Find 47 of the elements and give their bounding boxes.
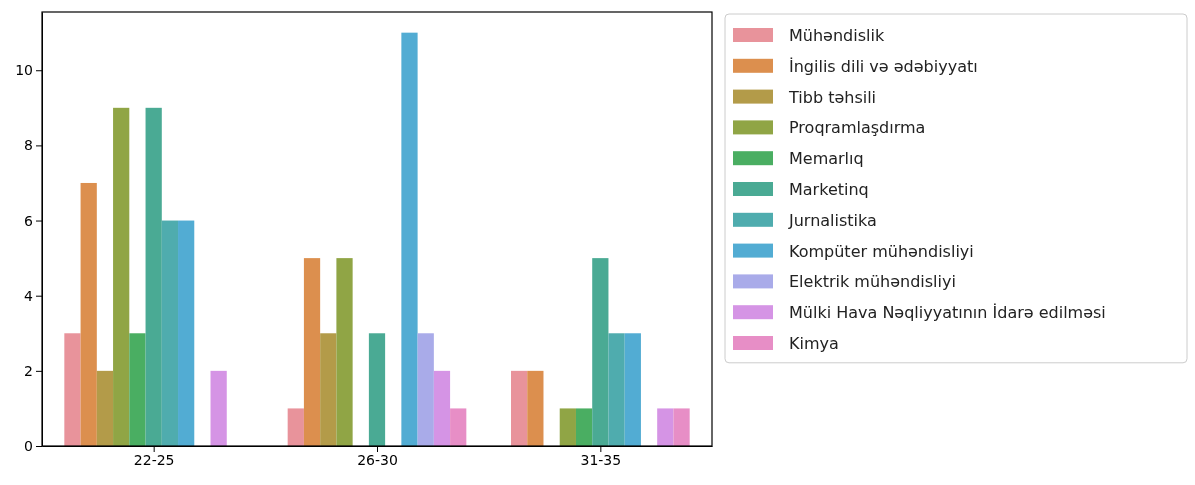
bar [210, 370, 227, 446]
bar [433, 370, 451, 446]
bar [96, 370, 114, 446]
bar [592, 258, 609, 446]
bar [64, 333, 81, 446]
x-tick-label: 31-35 [580, 451, 622, 468]
bar [303, 258, 321, 446]
legend-label: Jurnalistika [788, 210, 877, 230]
legend-label: Kimya [789, 334, 839, 353]
bar [401, 32, 418, 446]
bar [417, 333, 434, 446]
legend-label: Marketinq [789, 180, 869, 199]
bar [287, 408, 304, 446]
bar [320, 333, 337, 446]
bar [559, 408, 576, 446]
y-tick-label: 10 [15, 62, 33, 79]
bar [608, 333, 625, 446]
bar [527, 370, 544, 446]
legend-label: Memarlıq [789, 149, 864, 169]
bar [80, 182, 97, 446]
bar [368, 333, 386, 446]
bar [161, 220, 179, 446]
bar [450, 408, 467, 446]
y-tick-label: 2 [24, 362, 33, 379]
bar [624, 333, 641, 446]
x-tick-label: 22-25 [133, 451, 175, 468]
y-tick-label: 8 [24, 137, 33, 154]
legend-label: Tibb təhsili [788, 87, 877, 107]
y-tick-label: 6 [24, 212, 34, 229]
bar [336, 258, 353, 446]
bar [129, 333, 146, 446]
x-tick-label: 26-30 [357, 451, 398, 468]
y-tick-label: 0 [24, 437, 33, 454]
bar [575, 408, 593, 446]
bar [113, 107, 130, 446]
legend-label: Elektrik mühəndisliyi [789, 272, 956, 292]
bar [178, 220, 195, 446]
legend-label: Proqramlaşdırma [789, 118, 926, 138]
legend-label: Mülki Hava Nəqliyyatının İdarə edilməsi [789, 303, 1106, 323]
legend-label: İngilis dili və ədəbiyyatı [789, 56, 978, 76]
legend-label: Kompüter mühəndisliyi [789, 241, 974, 261]
bar [657, 408, 674, 446]
bar [511, 370, 528, 446]
legend-label: Mühəndislik [789, 26, 885, 45]
bar [673, 408, 690, 446]
bar [145, 107, 162, 446]
y-tick-label: 4 [24, 287, 34, 304]
